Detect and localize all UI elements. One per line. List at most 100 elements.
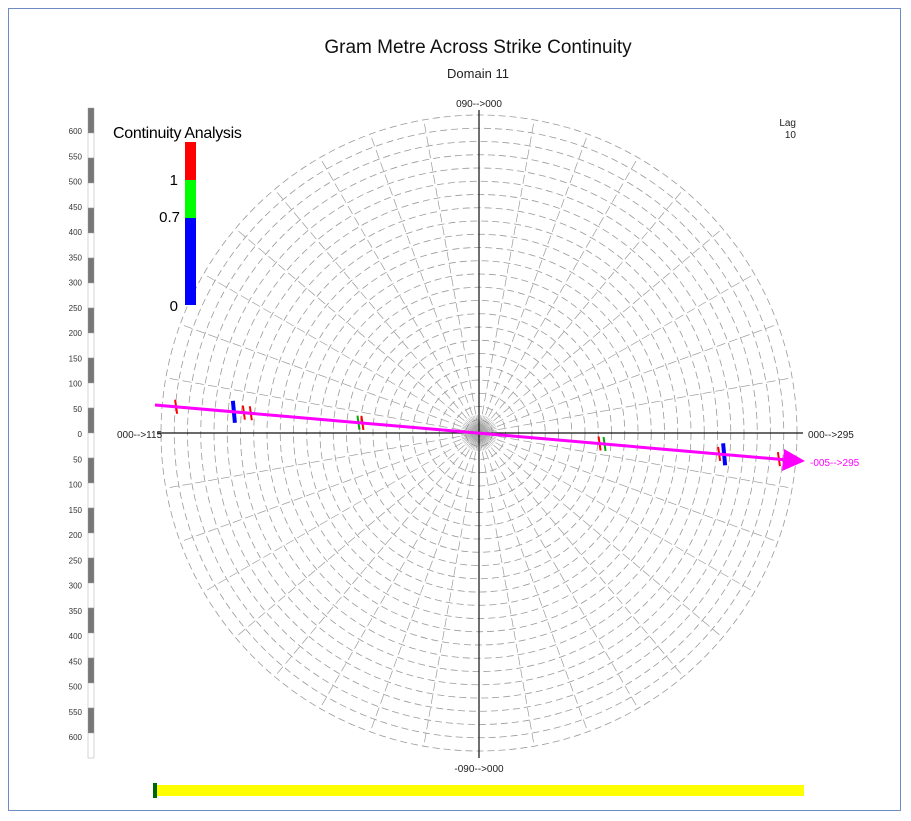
grid-centre-ray (465, 421, 480, 434)
grid-centre-ray (469, 432, 480, 449)
grid-centre-ray (465, 432, 480, 445)
grid-ray (482, 437, 684, 677)
scale-tick-label: 300 (69, 582, 83, 591)
grid-ray (484, 273, 755, 431)
grid-centre-ray (466, 420, 480, 434)
grid-ray (484, 323, 778, 432)
scale-segment (87, 157, 95, 184)
grid-centre-ray (469, 417, 480, 434)
grid-ray (369, 134, 478, 428)
chart-frame (8, 8, 901, 811)
grid-centre-ray (463, 432, 480, 443)
scale-segment (87, 307, 95, 334)
scale-tick-label: 100 (69, 380, 83, 389)
grid-ray (423, 438, 479, 747)
grid-ray (203, 435, 474, 593)
legend-label-1: 1 (170, 172, 178, 189)
scale-tick-label: 350 (69, 607, 83, 616)
grid-centre-ray (478, 417, 489, 434)
scale-segment (87, 732, 95, 759)
grid-ray (423, 119, 479, 428)
grid-ray (180, 323, 474, 432)
scale-tick-label: 450 (69, 203, 83, 212)
scale-segment (87, 482, 95, 509)
scale-tick-label: 350 (69, 253, 83, 262)
grid-centre-ray (468, 418, 480, 434)
grid-ray (235, 228, 475, 430)
chart-subtitle: Domain 11 (447, 66, 509, 81)
grid-centre-ray (478, 420, 492, 434)
grid-centre-ray (478, 432, 490, 448)
scale-segment (87, 132, 95, 159)
scale-segment (87, 457, 95, 484)
grid-ray (480, 438, 589, 732)
scale-tick-label: 500 (69, 683, 83, 692)
grid-ray (481, 438, 639, 709)
grid-centre-ray (478, 419, 491, 434)
scale-tick-label: 550 (69, 708, 83, 717)
grid-ray (484, 434, 778, 543)
arrow-shaft (154, 403, 789, 462)
legend-label-0: 0 (170, 298, 178, 315)
grid-centre-ray (471, 432, 480, 450)
grid-ray (479, 438, 535, 747)
axis-label-bottom: -090-->000 (454, 764, 504, 775)
scale-segment (87, 357, 95, 384)
legend-band-red (185, 142, 196, 180)
grid-centre-ray (474, 415, 480, 434)
lag-slider[interactable] (153, 783, 804, 798)
scale-tick-label: 500 (69, 178, 83, 187)
grid-centre-ray (478, 432, 489, 449)
scale-tick-label: 250 (69, 556, 83, 565)
slider-handle[interactable] (153, 783, 157, 798)
scale-segment (87, 207, 95, 234)
grid-ray (319, 438, 477, 709)
grid-centre-ray (478, 432, 493, 445)
grid-ray (319, 157, 477, 428)
grid-centre-ray (478, 432, 491, 447)
scale-tick-label: 250 (69, 304, 83, 313)
grid-ray (483, 436, 723, 638)
grid-ray (484, 377, 793, 433)
scale-segment (87, 257, 95, 284)
slider-track[interactable] (153, 785, 804, 796)
range-scale-bar: 6005505004504003503002502001501005005010… (69, 107, 95, 759)
scale-segment (87, 407, 95, 434)
axis-label-left: 000-->115 (117, 430, 163, 441)
scale-segment (87, 332, 95, 359)
chart-title: Gram Metre Across Strike Continuity (324, 37, 632, 58)
legend-title: Continuity Analysis (113, 125, 242, 142)
scale-segment (87, 682, 95, 709)
scale-segment (87, 382, 95, 409)
scale-segment (87, 107, 95, 134)
scale-segment (87, 557, 95, 584)
grid-ray (481, 157, 639, 428)
grid-centre-ray (478, 432, 492, 446)
grid-ray (484, 435, 755, 593)
grid-ray (484, 433, 793, 489)
scale-tick-label: 200 (69, 531, 83, 540)
scale-segment (87, 607, 95, 634)
legend: Continuity Analysis 1 0.7 0 (113, 125, 242, 315)
grid-centre-ray (478, 432, 484, 451)
grid-ray (479, 119, 535, 428)
grid-centre-ray (474, 432, 480, 451)
grid-centre-ray (478, 418, 490, 434)
scale-segment (87, 632, 95, 659)
axis-label-top: 090-->000 (456, 99, 502, 110)
scale-tick-label: 400 (69, 228, 83, 237)
grid-centre-ray (464, 422, 480, 434)
scale-tick-label: 50 (73, 455, 82, 464)
scale-segment (87, 707, 95, 734)
scale-tick-label: 600 (69, 733, 83, 742)
grid-ray (274, 437, 476, 677)
scale-tick-label: 400 (69, 632, 83, 641)
scale-segment (87, 232, 95, 259)
grid-centre-ray (478, 432, 486, 450)
grid-centre-ray (467, 419, 480, 434)
legend-band-green (185, 180, 196, 218)
direction-arrow[interactable] (154, 403, 805, 471)
scale-segment (87, 282, 95, 309)
grid-ray (274, 189, 476, 429)
